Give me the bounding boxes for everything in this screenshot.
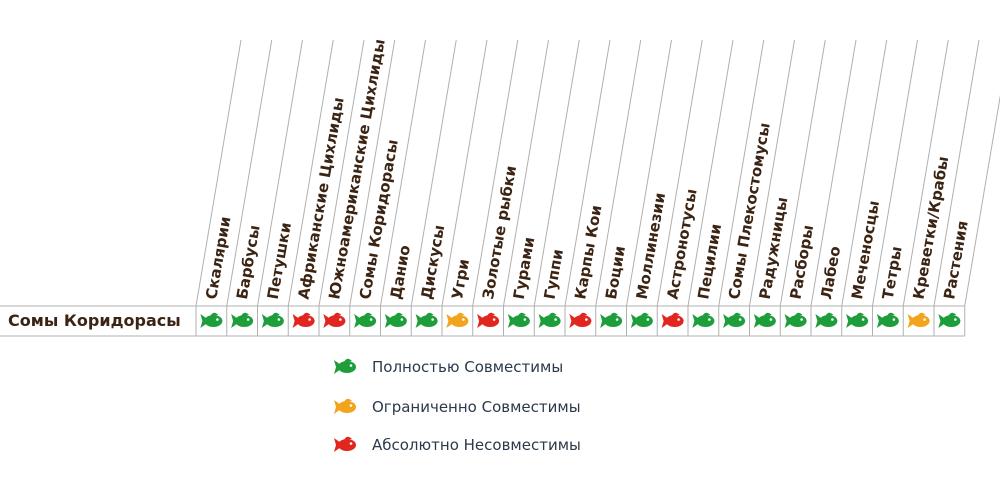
fish-icon-green: [876, 312, 899, 328]
header-divider: [441, 39, 488, 307]
header-divider: [564, 39, 611, 307]
header-divider: [872, 39, 918, 307]
column-label: Гуппи: [540, 248, 567, 301]
column-label: Астронотусы: [663, 187, 700, 300]
header-divider: [226, 39, 273, 307]
fish-icon-green: [938, 312, 961, 328]
header-divider: [626, 39, 672, 307]
fish-icon-orange: [907, 312, 930, 328]
column-label: Лабео: [817, 245, 844, 301]
header-divider: [195, 39, 242, 307]
row-label: Сомы Коридорасы: [8, 311, 181, 330]
fish-icon-green: [846, 312, 869, 328]
fish-icon-green: [354, 312, 377, 328]
fish-icon-green: [630, 312, 653, 328]
header-divider: [964, 94, 1000, 307]
header-divider: [318, 39, 365, 307]
header-divider: [503, 39, 549, 307]
header-divider: [687, 39, 734, 307]
fish-icon-green: [538, 312, 561, 328]
fish-icon-green: [753, 312, 776, 328]
column-label: Петушки: [264, 221, 295, 301]
header-divider: [410, 39, 457, 307]
fish-icon-orange: [334, 398, 356, 414]
fish-icon-green: [261, 312, 284, 328]
fish-icon-green: [784, 312, 807, 328]
fish-icon-red: [334, 436, 356, 452]
legend: Полностью Совместимы Ограниченно Совмести…: [334, 358, 581, 454]
fish-icon-green: [200, 312, 223, 328]
column-label: Боции: [602, 244, 629, 300]
fish-icon-orange: [446, 312, 469, 328]
legend-label: Абсолютно Несовместимы: [372, 436, 581, 454]
column-label: Тетры: [879, 245, 906, 301]
fish-icon-red: [292, 312, 315, 328]
legend-item-red: Абсолютно Несовместимы: [334, 436, 581, 454]
header-divider: [257, 39, 303, 307]
compatibility-row: [200, 312, 961, 328]
column-label: Растения: [940, 219, 972, 300]
header-divider: [841, 39, 888, 307]
header-divider: [595, 39, 642, 307]
legend-item-orange: Ограниченно Совместимы: [334, 398, 581, 416]
header-divider: [810, 39, 857, 307]
column-label: Дискусы: [417, 224, 448, 301]
column-label: Карпы Кои: [571, 204, 605, 301]
header-divider: [533, 39, 580, 307]
header-divider: [656, 39, 703, 307]
fish-icon-green: [692, 312, 715, 328]
fish-icon-green: [231, 312, 254, 328]
legend-label: Полностью Совместимы: [372, 358, 563, 376]
fish-icon-green: [815, 312, 838, 328]
fish-icon-green: [334, 358, 356, 374]
fish-icon-red: [323, 312, 346, 328]
fish-icon-green: [507, 312, 530, 328]
header-divider: [472, 39, 519, 307]
column-label: Пецилии: [694, 222, 725, 300]
fish-icon-green: [600, 312, 623, 328]
fish-icon-red: [569, 312, 592, 328]
header-divider: [902, 39, 949, 307]
header-divider: [779, 39, 826, 307]
header-divider: [933, 39, 980, 307]
header-divider: [349, 39, 396, 307]
column-label: Радужницы: [756, 196, 792, 301]
column-label: Расборы: [786, 224, 817, 301]
fish-icon-green: [384, 312, 407, 328]
fish-icon-red: [477, 312, 500, 328]
legend-label: Ограниченно Совместимы: [372, 398, 581, 416]
header-divider: [718, 39, 765, 307]
column-label: Данио: [387, 244, 414, 301]
fish-icon-green: [415, 312, 438, 328]
column-label: Меченосцы: [848, 199, 883, 300]
fish-icon-red: [661, 312, 684, 328]
fish-icon-green: [723, 312, 746, 328]
header-divider: [749, 39, 795, 307]
column-label: Моллинезии: [633, 191, 669, 300]
legend-item-green: Полностью Совместимы: [334, 358, 563, 376]
grid-lines: [0, 39, 1000, 337]
header-divider: [287, 39, 334, 307]
header-divider: [380, 39, 426, 307]
column-label: Барбусы: [233, 224, 264, 301]
column-label: Угри: [448, 258, 473, 301]
